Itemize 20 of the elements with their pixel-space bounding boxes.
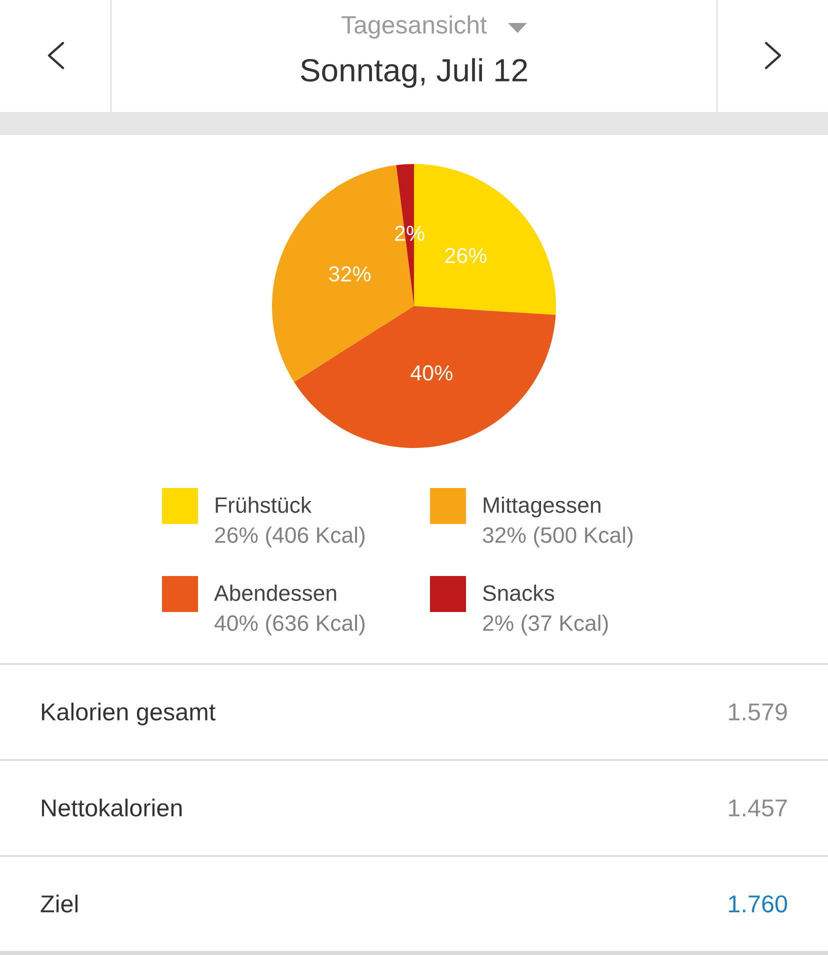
- text: 1.457: [729, 800, 787, 817]
- text: 2% (37 Kcal): [483, 614, 608, 636]
- legend-label: Snacks: [483, 584, 554, 601]
- chart-title: Sonntag, Juli 12: [300, 58, 527, 88]
- legend-label: Mittagessen: [484, 496, 600, 518]
- text: Kalorien gesamt: [42, 702, 216, 726]
- legend-label: Abendessen: [214, 584, 336, 601]
- pie-slice: [294, 306, 556, 448]
- data-label: 32%: [329, 266, 371, 282]
- chart-subtitle: Tagesansicht: [342, 15, 487, 39]
- text: 1.760: [729, 895, 788, 913]
- text: Nettokalorien: [42, 798, 182, 817]
- text: 32% (500 Kcal): [482, 526, 633, 548]
- text: 40% (636 Kcal): [214, 614, 365, 636]
- text: 1.579: [729, 703, 787, 721]
- text: 26% (406 Kcal): [215, 526, 365, 548]
- legend-label: Frühstück: [216, 496, 312, 513]
- data-label: 40%: [410, 365, 452, 381]
- text: Ziel: [40, 894, 78, 913]
- data-label: 26%: [445, 248, 487, 264]
